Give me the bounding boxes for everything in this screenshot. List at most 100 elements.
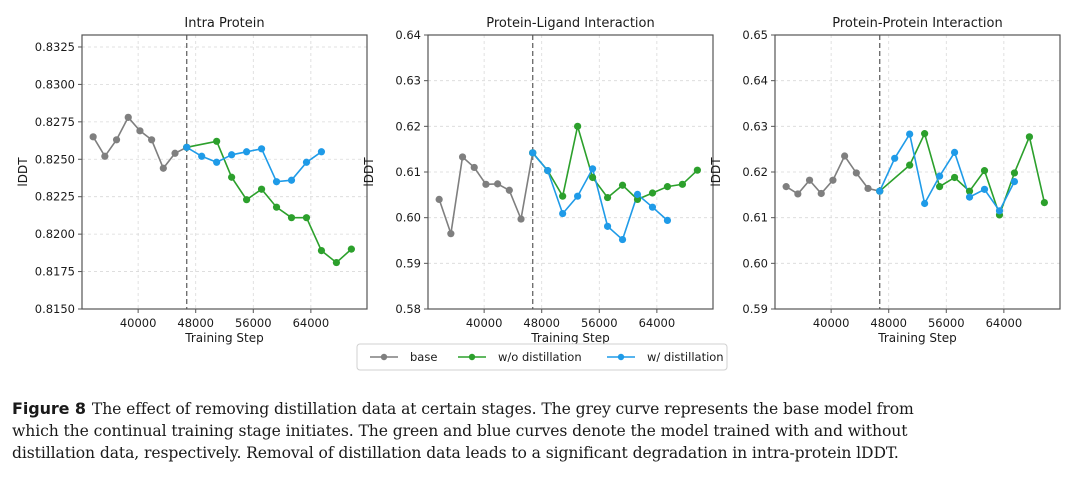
data-point xyxy=(921,130,929,138)
data-point xyxy=(136,127,144,135)
data-point xyxy=(618,235,627,244)
data-point xyxy=(159,164,167,172)
data-point xyxy=(980,167,989,175)
series-line-base xyxy=(92,115,188,170)
chart-title: Intra Protein xyxy=(184,16,264,31)
data-point xyxy=(648,203,657,211)
data-point xyxy=(817,189,825,198)
axes-frame xyxy=(81,34,368,310)
data-point xyxy=(891,154,899,162)
data-point xyxy=(805,176,814,184)
x-tick-label: 64000 xyxy=(986,316,1023,330)
y-axis-label: lDDT xyxy=(16,157,30,187)
x-tick-label: 48000 xyxy=(523,316,560,330)
data-point xyxy=(228,173,236,181)
x-tick-label: 56000 xyxy=(928,316,965,330)
data-point xyxy=(574,192,582,200)
data-point xyxy=(112,136,121,144)
data-point xyxy=(447,230,455,238)
caption-text-1: The effect of removing distillation data… xyxy=(91,400,914,418)
data-point xyxy=(458,153,467,161)
y-tick-label: 0.8200 xyxy=(35,227,75,241)
data-point xyxy=(603,193,612,202)
data-point xyxy=(559,192,567,200)
data-point xyxy=(257,185,266,193)
x-axis-label: Training Step xyxy=(184,331,264,345)
data-point xyxy=(89,133,97,141)
data-point xyxy=(794,190,802,198)
data-point xyxy=(935,172,944,180)
data-point xyxy=(544,167,552,175)
data-point xyxy=(242,148,251,156)
data-point xyxy=(347,245,355,253)
data-point xyxy=(287,214,296,222)
x-tick-label: 40000 xyxy=(813,316,850,330)
data-point xyxy=(841,152,849,160)
data-point xyxy=(257,145,266,153)
y-axis-label: lDDT xyxy=(362,157,376,187)
data-point xyxy=(618,181,627,189)
y-tick-label: 0.8325 xyxy=(35,40,75,54)
data-point xyxy=(648,189,657,197)
data-point xyxy=(876,187,884,195)
x-tick-label: 64000 xyxy=(293,316,330,330)
data-point xyxy=(171,149,179,157)
y-tick-label: 0.8250 xyxy=(35,152,75,166)
legend-label: w/o distillation xyxy=(498,350,582,364)
data-point xyxy=(633,195,642,203)
data-point xyxy=(213,158,221,166)
data-point xyxy=(906,161,914,169)
data-point xyxy=(317,148,326,156)
data-point xyxy=(663,183,672,191)
legend: base w/o distillation w/ distillation xyxy=(356,343,728,371)
x-tick-label: 40000 xyxy=(120,316,157,330)
data-point xyxy=(529,149,537,157)
y-tick-label: 0.62 xyxy=(742,165,768,179)
x-tick-label: 56000 xyxy=(235,316,272,330)
x-axis-label: Training Step xyxy=(530,331,610,345)
chart-title: Protein-Protein Interaction xyxy=(832,16,1003,31)
chart-title: Protein-Ligand Interaction xyxy=(486,16,655,31)
data-point xyxy=(302,214,311,222)
data-point xyxy=(124,113,132,121)
y-tick-label: 0.63 xyxy=(395,74,421,88)
data-point xyxy=(965,193,974,201)
y-tick-label: 0.60 xyxy=(742,256,768,270)
y-tick-label: 0.58 xyxy=(395,302,421,316)
x-tick-label: 40000 xyxy=(466,316,503,330)
chart-panel-2: 40000 48000 56000 64000 0.58 0.59 0.60 0.61 0.62… xyxy=(362,16,714,345)
data-point xyxy=(482,180,490,188)
series-line-w-distillation xyxy=(186,146,322,183)
x-tick-label: 64000 xyxy=(639,316,676,330)
data-point xyxy=(198,152,206,160)
y-tick-label: 0.61 xyxy=(395,165,421,179)
legend-box xyxy=(356,343,728,371)
y-tick-label: 0.61 xyxy=(742,211,768,225)
data-point xyxy=(995,207,1004,215)
legend-marker xyxy=(617,353,625,361)
data-point xyxy=(213,137,221,145)
data-point xyxy=(1040,198,1048,207)
data-point xyxy=(588,173,597,182)
data-point xyxy=(980,185,989,193)
data-point xyxy=(588,165,597,173)
y-tick-label: 0.8150 xyxy=(35,302,75,316)
data-point xyxy=(693,166,701,174)
figure-label: Figure 8 xyxy=(12,399,86,418)
y-tick-label: 0.59 xyxy=(742,302,768,316)
series-line-w-distillation xyxy=(532,152,668,242)
y-tick-label: 0.62 xyxy=(395,119,421,133)
y-tick-label: 0.63 xyxy=(742,119,768,133)
y-tick-label: 0.8275 xyxy=(35,115,75,129)
data-point xyxy=(332,258,341,267)
y-tick-label: 0.8300 xyxy=(35,77,75,91)
data-point xyxy=(1025,133,1034,141)
series-line-w-o-distillation xyxy=(532,126,698,201)
data-point xyxy=(1010,169,1019,177)
data-point xyxy=(272,178,281,186)
y-tick-label: 0.8225 xyxy=(35,190,75,204)
x-tick-label: 56000 xyxy=(581,316,618,330)
data-point xyxy=(505,186,513,194)
data-point xyxy=(183,143,191,151)
y-tick-label: 0.65 xyxy=(742,28,768,42)
